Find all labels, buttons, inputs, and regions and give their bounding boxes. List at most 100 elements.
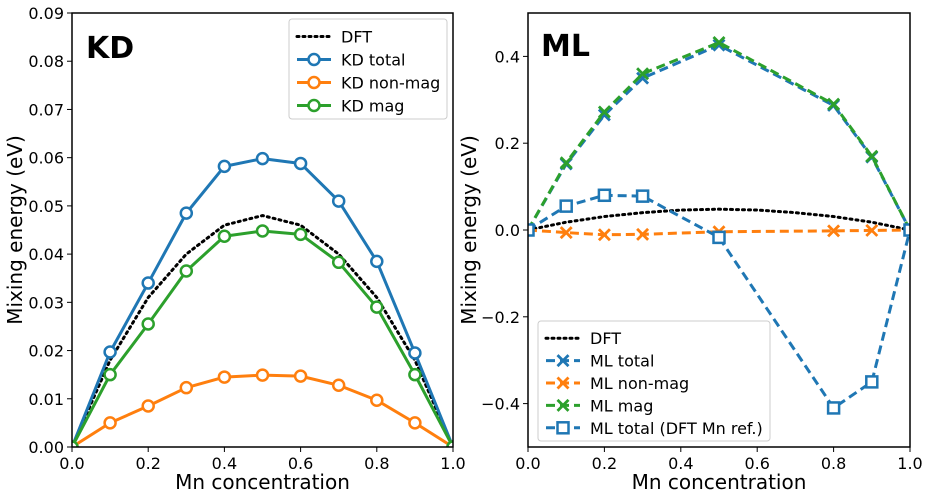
- legend-marker: [556, 354, 570, 368]
- series-kd-total-point: [255, 151, 270, 166]
- series-kd-non-mag-point: [331, 378, 346, 393]
- series-kd-non-mag-point: [179, 380, 194, 395]
- series-kd-non-mag-point: [217, 370, 232, 384]
- series-ml-mag-line: [528, 41, 910, 231]
- series-kd-total-point: [331, 194, 346, 208]
- y-tick-label: 0.03: [28, 293, 64, 312]
- series-ml-mag-point: [636, 67, 650, 81]
- series-kd-total-point: [103, 345, 117, 359]
- plot-area: [528, 36, 910, 415]
- series-ml-mag-point: [597, 105, 611, 119]
- series-kd-mag: [72, 224, 453, 447]
- x-tick-label: 0.4: [668, 454, 693, 473]
- legend-box: [288, 18, 448, 120]
- y-tick-label: −0.2: [481, 308, 520, 327]
- x-tick-label: 1.0: [897, 454, 922, 473]
- series-kd-non-mag-line: [72, 373, 453, 447]
- legend-marker: [556, 398, 570, 412]
- series-ml-total-dft-mn-ref-point: [826, 401, 841, 415]
- plot-frame: [71, 12, 454, 448]
- y-tick-label: −0.4: [481, 395, 520, 414]
- x-axis-label: Mn concentration: [632, 470, 807, 494]
- legend-label: ML total: [590, 352, 654, 371]
- series-kd-mag-point: [331, 255, 346, 270]
- legend-marker: [307, 98, 321, 113]
- legend-marker: [307, 52, 321, 67]
- series-kd-total-point: [179, 206, 194, 220]
- legend-label: ML non-mag: [590, 374, 689, 393]
- series-ml-non-mag-line: [528, 228, 910, 237]
- series-kd-mag-point: [141, 317, 155, 331]
- series-kd-mag-point: [103, 367, 117, 382]
- series-kd-total-point: [370, 254, 384, 269]
- y-tick-label: 0.04: [28, 245, 64, 264]
- plot-frame: [527, 12, 911, 448]
- legend-marker: [556, 421, 570, 435]
- y-tick-label: 0.0: [495, 221, 520, 240]
- series-kd-total-point: [408, 346, 422, 360]
- legend-label: DFT: [341, 28, 372, 47]
- series-kd-non-mag-point: [103, 416, 117, 430]
- series-kd-mag-point: [217, 229, 232, 244]
- series-ml-total-dft-mn-ref-point: [635, 189, 650, 203]
- y-tick-label: 0.08: [28, 52, 64, 71]
- series-kd-total: [72, 151, 453, 447]
- series-kd-mag-point: [408, 367, 422, 382]
- legend-label: ML total (DFT Mn ref.): [590, 419, 763, 438]
- series-kd-non-mag: [72, 368, 453, 447]
- series-ml-total-point: [636, 71, 650, 85]
- x-tick-label: 0.8: [821, 454, 846, 473]
- series-ml-non-mag-point: [636, 227, 650, 241]
- panel-tag: ML: [541, 29, 590, 64]
- series-kd-mag-point: [179, 264, 194, 278]
- legend: DFT ML total ML non-mag ML mag ML total (DFT…: [537, 320, 771, 442]
- series-kd-mag-point: [370, 300, 384, 314]
- x-tick-label: 0.4: [212, 454, 237, 473]
- series-ml-mag-point: [712, 36, 726, 50]
- series-ml-non-mag-point: [597, 228, 611, 242]
- series-ml-total-dft-mn-ref-point: [597, 188, 612, 203]
- series-kd-non-mag-point: [370, 393, 384, 407]
- y-tick-label: 0.4: [495, 47, 520, 66]
- series-ml-non-mag-point: [865, 223, 879, 237]
- y-axis-label: Mixing energy (eV): [3, 135, 27, 325]
- y-tick-label: 0.02: [28, 342, 64, 361]
- y-axis-label: Mixing energy (eV): [457, 135, 481, 325]
- series-kd-total-line: [72, 157, 453, 447]
- legend-label: KD total: [341, 51, 405, 70]
- panel-tag: KD: [86, 31, 134, 66]
- y-tick-label: 0.07: [28, 100, 64, 119]
- series-ml-mag-point: [559, 156, 573, 170]
- series-ml-total-dft-mn-ref: [528, 188, 910, 415]
- x-tick-label: 0.0: [515, 454, 540, 473]
- series-dft-line: [528, 207, 910, 232]
- legend-marker: [307, 75, 321, 90]
- panel-kd: 0.0 0.2 0.4 0.6 0.8 1.0 0.00 0.01 0.02 0.03 0.04 0.…: [3, 4, 466, 494]
- series-ml-total-dft-mn-ref-point: [903, 223, 910, 237]
- legend-label: KD non-mag: [341, 74, 440, 93]
- series-kd-mag-point: [293, 227, 308, 242]
- legend-label: DFT: [590, 329, 621, 348]
- x-tick-label: 0.2: [135, 454, 160, 473]
- legend: DFT KD total KD non-mag KD mag: [288, 18, 448, 120]
- y-tick-label: 0.01: [28, 390, 64, 409]
- series-kd-total-point: [141, 276, 155, 290]
- series-kd-non-mag-point: [293, 369, 308, 383]
- y-tick-label: 0.06: [28, 149, 64, 168]
- x-tick-label: 0.2: [592, 454, 617, 473]
- x-tick-label: 0.6: [744, 454, 769, 473]
- x-tick-label: 1.0: [440, 454, 465, 473]
- legend-label: KD mag: [341, 97, 404, 116]
- series-kd-mag-point: [446, 440, 453, 447]
- series-kd-total-point: [293, 156, 308, 171]
- series-ml-total-dft-mn-ref-point: [559, 199, 573, 213]
- series-kd-non-mag-point: [141, 399, 155, 413]
- series-ml-total-point: [712, 38, 726, 52]
- legend-marker: [556, 376, 570, 390]
- series-dft-line: [72, 214, 453, 447]
- y-tick-label: 0.2: [495, 134, 520, 153]
- series-ml-total-dft-mn-ref-point: [528, 223, 535, 237]
- y-tick-label: 0.05: [28, 197, 64, 216]
- series-kd-mag-point: [255, 224, 270, 238]
